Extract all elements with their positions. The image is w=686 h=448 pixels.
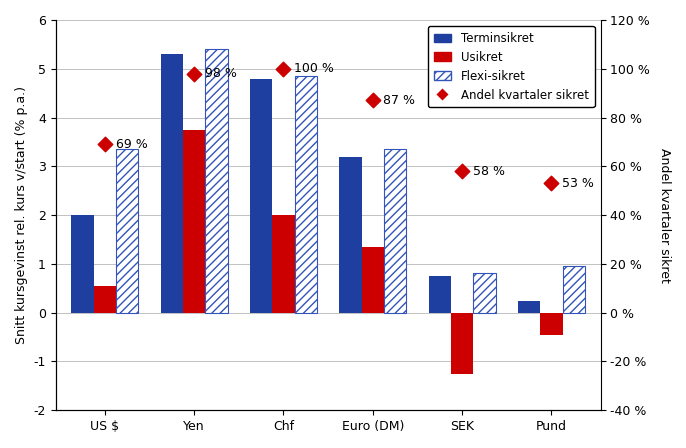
Bar (340, 157, 362, 313)
Bar (518, 301, 541, 313)
Text: 69 %: 69 % (115, 138, 147, 151)
Y-axis label: Andel kvartaler sikret: Andel kvartaler sikret (658, 148, 671, 283)
Text: 87 %: 87 % (383, 94, 416, 107)
Point (457, 168, 468, 175)
Bar (541, 313, 563, 335)
Point (99, 141, 110, 148)
Bar (250, 78, 272, 313)
Bar (294, 76, 317, 313)
Bar (93, 286, 116, 313)
Bar (205, 49, 228, 313)
Bar (451, 313, 473, 374)
Bar (362, 247, 384, 313)
Text: 98 %: 98 % (205, 67, 237, 80)
Bar (116, 149, 139, 313)
Point (189, 70, 200, 77)
Y-axis label: Snitt kursgevinst rel. kurs v/start (% p.a.): Snitt kursgevinst rel. kurs v/start (% p… (15, 86, 28, 344)
Bar (183, 130, 205, 313)
Bar (429, 276, 451, 313)
Point (278, 65, 289, 73)
Text: 58 %: 58 % (473, 165, 505, 178)
Bar (473, 273, 495, 313)
Point (546, 180, 557, 187)
Text: 53 %: 53 % (562, 177, 594, 190)
Bar (384, 149, 406, 313)
Legend: Terminsikret, Usikret, Flexi-sikret, Andel kvartaler sikret: Terminsikret, Usikret, Flexi-sikret, And… (427, 26, 595, 108)
Text: 100 %: 100 % (294, 62, 334, 75)
Bar (563, 267, 585, 313)
Bar (71, 215, 93, 313)
Point (367, 97, 378, 104)
Bar (161, 54, 183, 313)
Bar (272, 215, 294, 313)
